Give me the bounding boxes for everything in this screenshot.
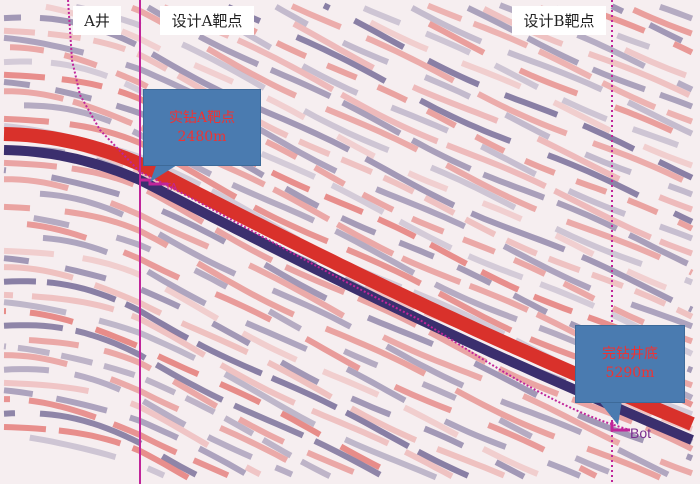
callout-well-bottom-title: 完钻井底: [602, 346, 658, 362]
reflection-event: [3, 308, 398, 478]
reflection-event: [3, 203, 662, 481]
reflection-event: [338, 2, 694, 169]
reflection-event: [3, 291, 454, 479]
reflection-event: [3, 58, 694, 357]
reflection-event: [3, 431, 166, 479]
reflection-event: [3, 278, 470, 479]
reflection-event: [659, 3, 694, 22]
reflection-event: [578, 3, 694, 56]
reflection-event: [3, 299, 438, 481]
reflection-event: [3, 410, 198, 478]
reflection-event: [554, 5, 694, 66]
reflection-event: [362, 5, 694, 154]
reflection-event: [426, 2, 694, 125]
reflection-event: [3, 255, 526, 480]
reflection-event: [3, 387, 254, 481]
reflection-event: [130, 5, 694, 276]
reflection-event: [3, 71, 694, 364]
design-target-b-label: 设计B靶点: [512, 6, 606, 35]
reflection-event: [3, 190, 670, 478]
reflection-event: [3, 211, 622, 479]
bottom-marker: [610, 422, 630, 432]
reflection-event: [626, 4, 694, 37]
bottom-marker-label: Bot: [630, 425, 651, 441]
reflection-event: [3, 352, 318, 480]
reflection-event: [410, 5, 694, 137]
reflection-event: [3, 322, 382, 478]
reflection-event: [394, 4, 694, 144]
reflection-event: [226, 4, 694, 225]
reflection-event: [35, 2, 694, 301]
reflection-event: [3, 366, 294, 478]
reflection-event: [3, 167, 694, 462]
reflection-event: [3, 234, 582, 479]
reflection-event: [322, 2, 694, 181]
reflection-event: [3, 27, 694, 320]
reflection-event: [3, 44, 694, 345]
callout-well-bottom-depth: 5290m: [605, 365, 655, 381]
reflection-event: [4, 220, 598, 479]
reflection-event: [274, 4, 694, 198]
callout-well-bottom: 完钻井底 5290m: [575, 325, 685, 403]
reflection-event: [3, 34, 694, 330]
reflection-event: [3, 247, 542, 478]
reflection-event: [3, 343, 334, 480]
callout-target-a-depth: 2480m: [177, 128, 227, 145]
callout-bottom-tail: [598, 400, 622, 425]
reflection-event: [3, 335, 366, 480]
reflection-event: [610, 3, 694, 49]
reflection-event: [146, 4, 694, 269]
reflection-event: [3, 424, 190, 481]
reflection-event: [3, 14, 694, 313]
reflection-event: [194, 4, 694, 242]
design-target-a-label: 设计A靶点: [160, 6, 254, 35]
callout-target-a: 实钻A靶点 2480m: [143, 89, 261, 166]
reflection-event: [3, 396, 230, 479]
reflection-event: [3, 379, 262, 477]
target-a-marker-label: TA: [165, 182, 177, 193]
reflection-event: [466, 5, 694, 110]
reflection-event: [258, 3, 694, 213]
reflection-event: [290, 3, 694, 188]
well-path: [67, 0, 631, 431]
reflection-event: [4, 176, 694, 477]
reflection-event: [210, 4, 694, 232]
reflection-event: [162, 4, 694, 257]
callout-target-a-title: 实钻A靶点: [168, 109, 236, 126]
well-a-label: A井: [73, 6, 121, 35]
target-a-marker: [140, 178, 168, 186]
reflection-event: [75, 3, 694, 286]
